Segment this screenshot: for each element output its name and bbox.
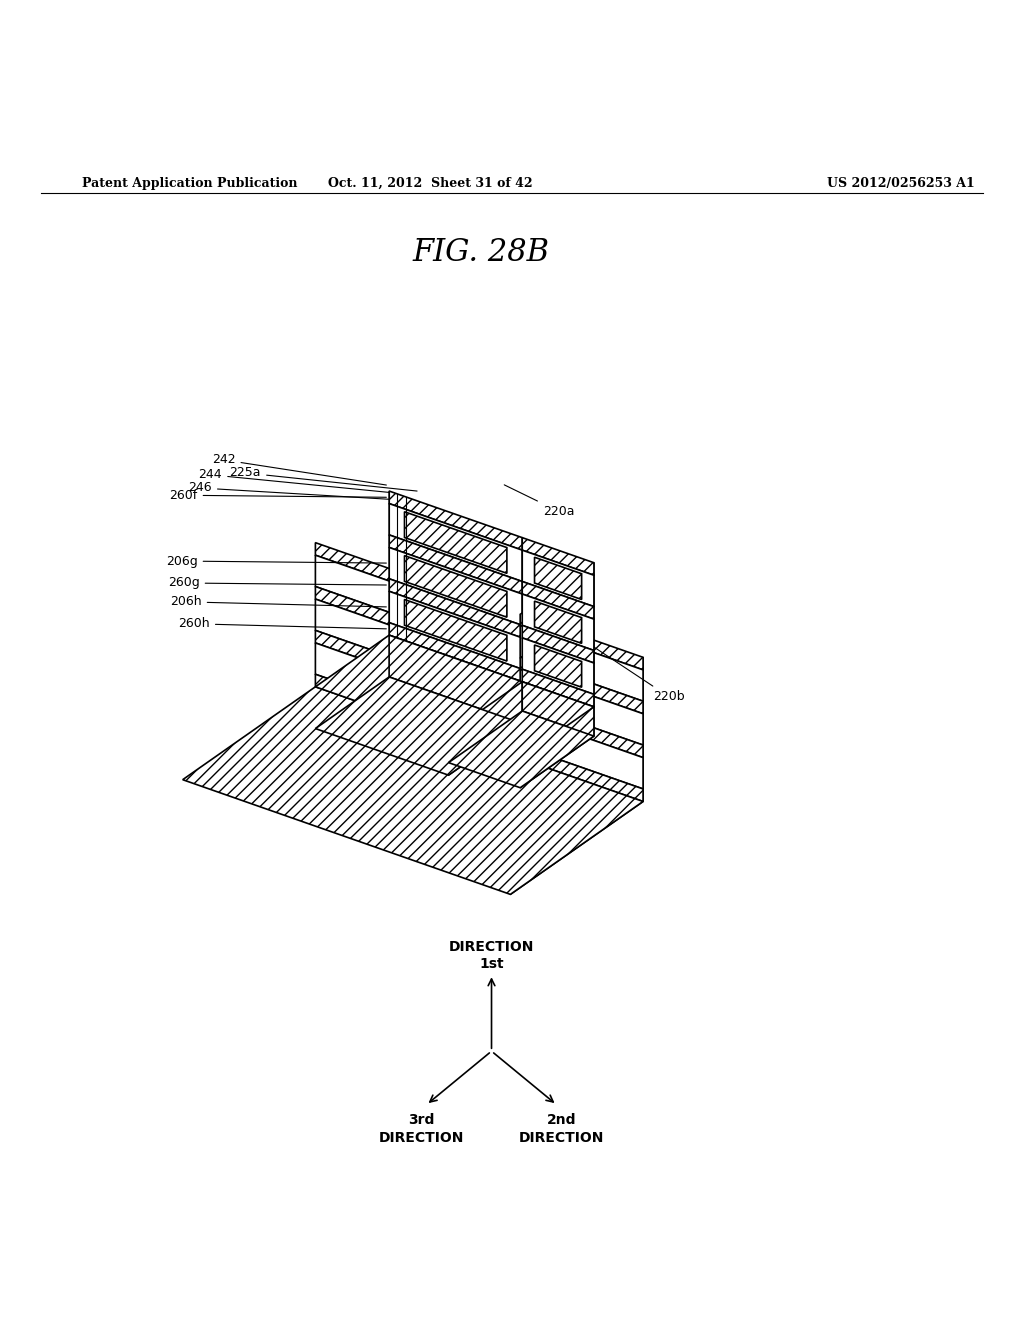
Polygon shape <box>315 675 643 801</box>
Polygon shape <box>535 645 582 688</box>
Polygon shape <box>449 582 522 645</box>
Polygon shape <box>449 681 594 759</box>
Polygon shape <box>520 663 594 746</box>
Text: 206h: 206h <box>170 595 386 609</box>
Polygon shape <box>449 550 522 634</box>
Polygon shape <box>522 594 594 651</box>
Text: DIRECTION: DIRECTION <box>449 940 535 954</box>
Polygon shape <box>510 744 643 850</box>
Text: 220a: 220a <box>504 484 574 517</box>
Polygon shape <box>510 758 643 882</box>
Polygon shape <box>510 657 643 763</box>
Polygon shape <box>315 631 643 758</box>
Text: 1st: 1st <box>479 957 504 972</box>
Text: US 2012/0256253 A1: US 2012/0256253 A1 <box>827 177 975 190</box>
Text: Oct. 11, 2012  Sheet 31 of 42: Oct. 11, 2012 Sheet 31 of 42 <box>328 177 532 190</box>
Text: 2nd: 2nd <box>547 1113 577 1127</box>
Text: 206g: 206g <box>166 554 386 568</box>
Polygon shape <box>522 681 594 737</box>
Polygon shape <box>520 706 594 788</box>
Polygon shape <box>449 681 522 775</box>
Polygon shape <box>520 576 594 659</box>
Polygon shape <box>389 635 522 723</box>
Text: 260h: 260h <box>178 618 386 630</box>
Polygon shape <box>520 607 594 671</box>
Polygon shape <box>449 669 522 734</box>
Polygon shape <box>510 789 643 895</box>
Polygon shape <box>315 556 643 701</box>
Polygon shape <box>389 591 522 669</box>
Polygon shape <box>520 694 594 759</box>
Polygon shape <box>449 711 594 788</box>
Polygon shape <box>510 669 643 795</box>
Polygon shape <box>522 537 594 576</box>
Text: 244: 244 <box>199 469 394 492</box>
Polygon shape <box>520 619 594 702</box>
Polygon shape <box>315 543 643 669</box>
Text: 246: 246 <box>188 482 402 500</box>
Polygon shape <box>510 701 643 807</box>
Polygon shape <box>389 623 522 681</box>
Polygon shape <box>315 586 643 714</box>
Polygon shape <box>389 491 522 550</box>
Polygon shape <box>389 578 522 638</box>
Text: 220b: 220b <box>594 647 685 704</box>
Polygon shape <box>315 677 522 775</box>
Text: 3rd: 3rd <box>408 1113 434 1127</box>
Text: 260f: 260f <box>169 488 386 502</box>
Text: 225a: 225a <box>229 466 417 491</box>
Text: Patent Application Publication: Patent Application Publication <box>82 177 297 190</box>
Polygon shape <box>520 562 594 627</box>
Text: FIG. 28B: FIG. 28B <box>413 238 550 268</box>
Polygon shape <box>404 599 507 661</box>
Polygon shape <box>389 503 522 582</box>
Text: 260g: 260g <box>168 577 386 590</box>
Text: DIRECTION: DIRECTION <box>519 1130 604 1144</box>
Polygon shape <box>404 512 507 573</box>
Polygon shape <box>522 638 594 694</box>
Text: DIRECTION: DIRECTION <box>379 1130 464 1144</box>
Polygon shape <box>389 548 522 626</box>
Polygon shape <box>520 651 594 714</box>
Polygon shape <box>389 535 522 594</box>
Polygon shape <box>404 556 507 618</box>
Polygon shape <box>522 550 594 607</box>
Polygon shape <box>535 557 582 599</box>
Polygon shape <box>449 537 522 602</box>
Polygon shape <box>182 686 643 895</box>
Polygon shape <box>449 594 522 677</box>
Polygon shape <box>535 601 582 643</box>
Polygon shape <box>510 714 643 838</box>
Polygon shape <box>522 669 594 706</box>
Polygon shape <box>522 582 594 619</box>
Polygon shape <box>315 635 522 734</box>
Polygon shape <box>315 643 643 789</box>
Text: 242: 242 <box>212 453 386 484</box>
Polygon shape <box>449 638 522 721</box>
Polygon shape <box>449 626 522 689</box>
Polygon shape <box>522 626 594 663</box>
Polygon shape <box>315 599 643 744</box>
